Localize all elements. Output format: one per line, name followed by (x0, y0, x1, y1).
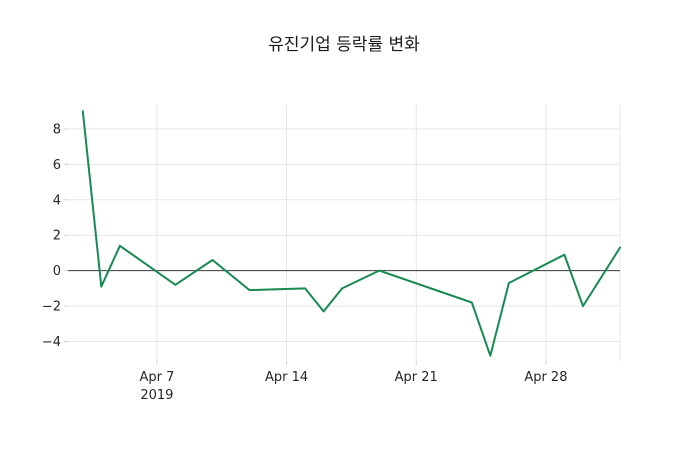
x-tick-label: Apr 14 (265, 370, 308, 385)
y-tick-label: 4 (53, 193, 61, 208)
gridlines (68, 105, 621, 361)
x-tick-label: Apr 7 (139, 370, 174, 385)
y-tick-label: −2 (42, 300, 61, 315)
chart-title: 유진기업 등락률 변화 (268, 35, 420, 55)
axis-labels: 8 6 4 2 0 −2 −4 Apr 7 2019 Apr 14 Apr 21 Apr 28 (42, 122, 568, 403)
y-tick-label: 0 (53, 264, 61, 279)
tick-marks (64, 128, 547, 365)
y-tick-label: 8 (53, 122, 61, 137)
x-tick-year-label: 2019 (140, 388, 173, 403)
price-change-line (81, 110, 621, 357)
x-tick-label: Apr 28 (524, 370, 567, 385)
data-series (81, 110, 621, 357)
x-tick-label: Apr 21 (395, 370, 438, 385)
y-tick-label: 2 (53, 229, 61, 244)
y-tick-label: 6 (53, 158, 61, 173)
y-tick-label: −4 (42, 335, 61, 350)
